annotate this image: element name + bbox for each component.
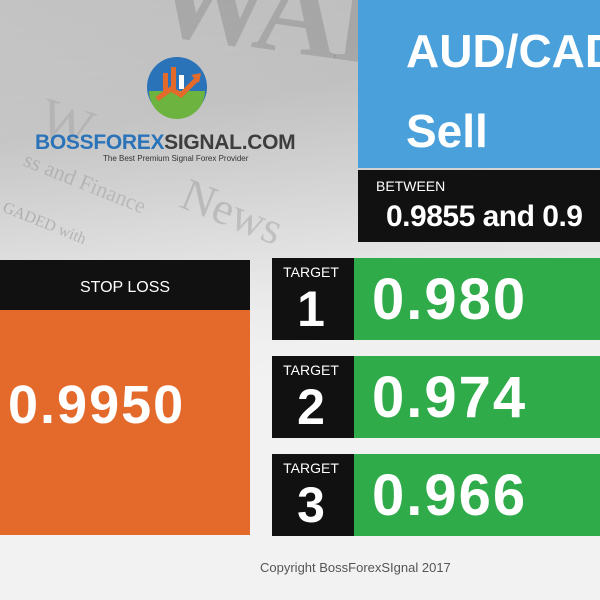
stop-loss-value: 0.9950 bbox=[8, 375, 186, 435]
brand-name-gray: SIGNAL.COM bbox=[164, 131, 296, 154]
target-2-label: TARGET bbox=[283, 362, 339, 378]
target-1-value-box: 0.980 bbox=[354, 258, 600, 340]
copyright-text: Copyright BossForexSIgnal 2017 bbox=[260, 560, 451, 575]
target-1-number: 1 bbox=[297, 281, 325, 337]
target-2-number: 2 bbox=[297, 379, 325, 435]
target-1-label: TARGET bbox=[283, 264, 339, 280]
brand-tagline: The Best Premium Signal Forex Provider bbox=[103, 154, 249, 163]
brand-name: BOSSFOREXSIGNAL.COM bbox=[35, 131, 320, 155]
target-3-label-box: TARGET 3 bbox=[272, 454, 354, 536]
target-1-label-box: TARGET 1 bbox=[272, 258, 354, 340]
target-2-label-box: TARGET 2 bbox=[272, 356, 354, 438]
target-3-number: 3 bbox=[297, 477, 325, 533]
bull-chart-icon bbox=[147, 57, 207, 119]
stop-loss-label: STOP LOSS bbox=[79, 279, 171, 296]
target-3-value-box: 0.966 bbox=[354, 454, 600, 536]
target-1-value: 0.980 bbox=[372, 267, 528, 332]
target-2-value-box: 0.974 bbox=[354, 356, 600, 438]
signal-action: Sell bbox=[406, 105, 488, 157]
currency-pair: AUD/CAD bbox=[406, 25, 600, 77]
target-2-value: 0.974 bbox=[372, 365, 528, 430]
stop-loss-panel: 0.9950 bbox=[0, 310, 250, 535]
entry-range-panel: BETWEEN 0.9855 and 0.9 bbox=[358, 170, 600, 242]
target-3-label: TARGET bbox=[283, 460, 339, 476]
currency-pair-panel: AUD/CAD Sell bbox=[358, 0, 600, 168]
stop-loss-header: STOP LOSS bbox=[0, 260, 250, 310]
brand-logo: BOSSFOREXSIGNAL.COM The Best Premium Sig… bbox=[35, 55, 320, 170]
brand-name-blue: BOSSFOREX bbox=[35, 131, 165, 154]
target-3-value: 0.966 bbox=[372, 463, 528, 528]
entry-range-label: BETWEEN bbox=[376, 178, 446, 194]
entry-range-value: 0.9855 and 0.9 bbox=[386, 200, 583, 233]
